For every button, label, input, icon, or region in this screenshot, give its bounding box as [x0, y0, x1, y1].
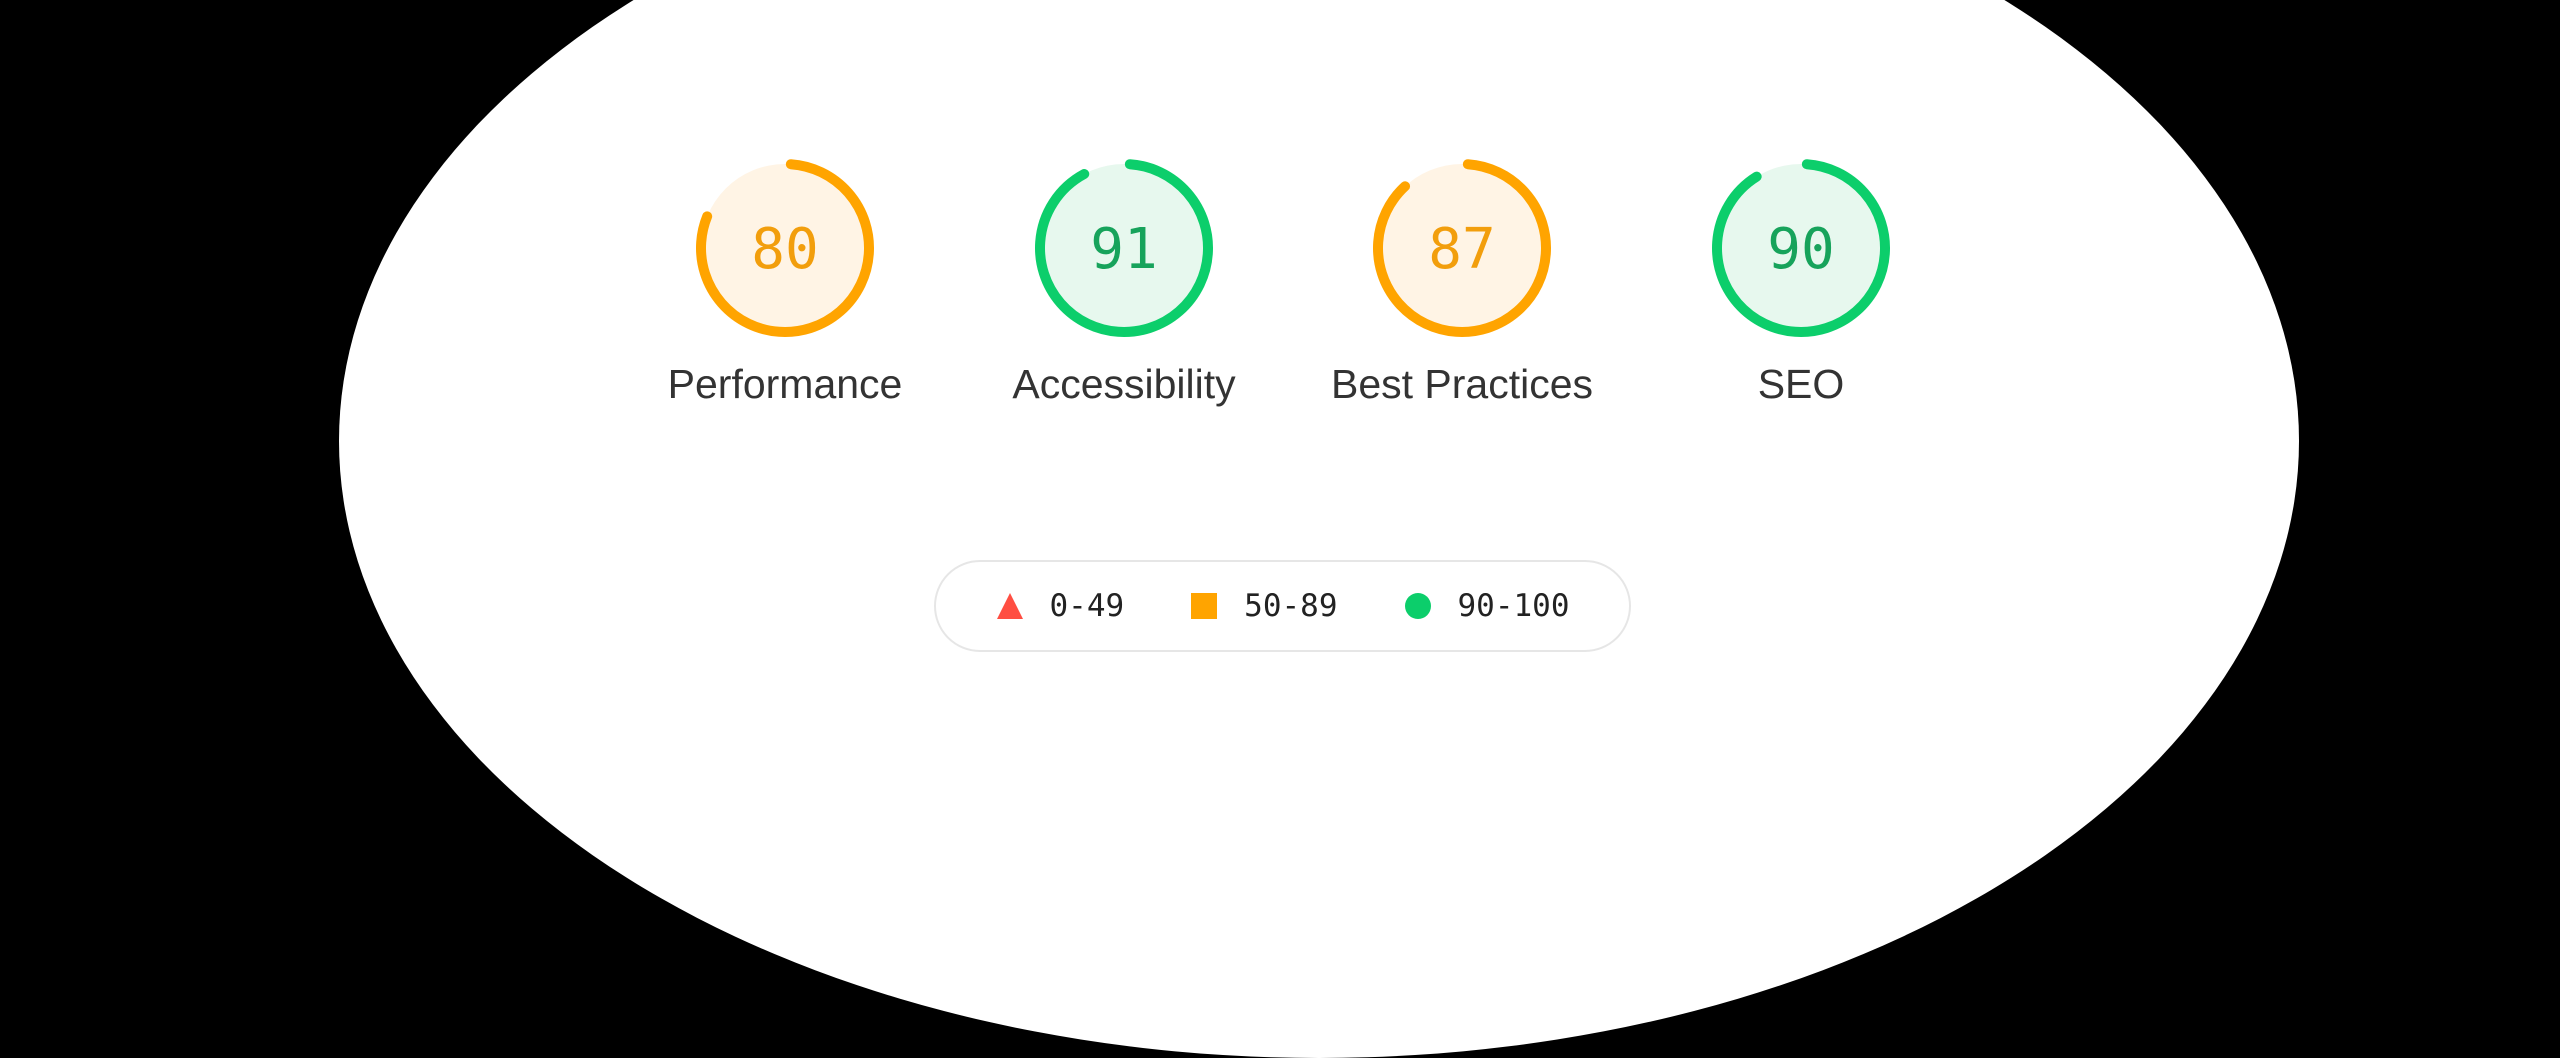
legend-item-fail: 0-49	[996, 588, 1125, 624]
gauge-performance[interactable]: 80 Performance	[635, 155, 935, 408]
score-legend: 0-49 50-89 90-100	[934, 560, 1631, 652]
legend-item-average: 50-89	[1190, 588, 1338, 624]
score-arc	[1712, 159, 1890, 337]
gauge-label: Performance	[667, 361, 903, 407]
triangle-icon	[996, 593, 1023, 619]
circle-icon	[1404, 593, 1431, 619]
score-ring: 91	[1035, 159, 1213, 337]
gauge-accessibility[interactable]: 91 Accessibility	[974, 155, 1274, 408]
score-value: 80	[751, 217, 818, 282]
score-value: 91	[1090, 217, 1157, 282]
square-icon	[1191, 593, 1218, 619]
score-arc	[1373, 159, 1551, 337]
score-value: 87	[1428, 217, 1495, 282]
score-ring: 80	[696, 159, 874, 337]
legend-range: 90-100	[1457, 588, 1570, 624]
report-background	[339, 0, 2299, 1058]
score-ring: 87	[1373, 159, 1551, 337]
gauge-best-practices[interactable]: 87 Best Practices	[1312, 155, 1612, 408]
score-ring: 90	[1712, 159, 1890, 337]
gauge-seo[interactable]: 90 SEO	[1651, 155, 1951, 408]
legend-range: 50-89	[1244, 588, 1338, 624]
score-arc	[1035, 159, 1213, 337]
legend-item-pass: 90-100	[1404, 588, 1570, 624]
gauge-label: SEO	[1757, 361, 1845, 407]
score-arc	[696, 159, 874, 337]
legend-range: 0-49	[1049, 588, 1125, 624]
gauge-label: Accessibility	[1012, 361, 1236, 407]
score-value: 90	[1767, 217, 1834, 282]
gauge-label: Best Practices	[1330, 361, 1594, 407]
